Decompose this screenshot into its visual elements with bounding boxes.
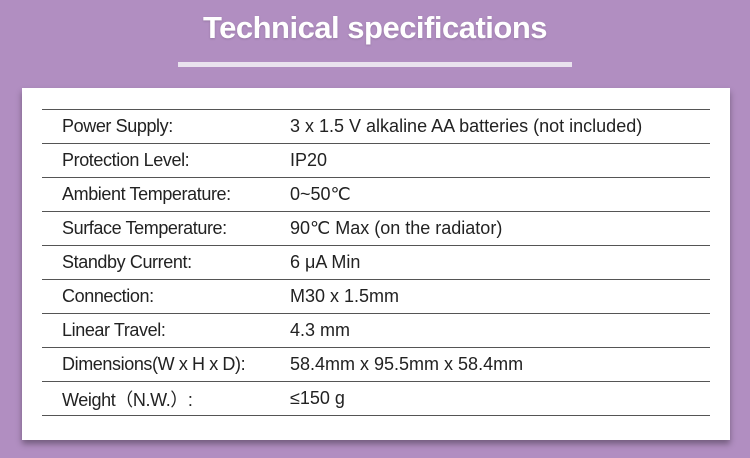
title-underline <box>178 62 572 67</box>
spec-value: 58.4mm x 95.5mm x 58.4mm <box>290 354 524 374</box>
spec-row: Dimensions(W x H x D): 58.4mm x 95.5mm x … <box>42 348 710 382</box>
spec-value: M30 x 1.5mm <box>290 286 400 306</box>
spec-value: 90℃ Max (on the radiator) <box>290 218 503 238</box>
spec-value: 3 x 1.5 V alkaline AA batteries (not inc… <box>290 116 643 136</box>
spec-label: Weight（N.W.）: <box>62 389 193 410</box>
spec-row: Standby Current: 6 μA Min <box>42 246 710 280</box>
spec-row: Ambient Temperature: 0~50℃ <box>42 178 710 212</box>
spec-label: Power Supply: <box>62 116 173 136</box>
spec-label: Dimensions(W x H x D): <box>62 354 246 374</box>
spec-value: IP20 <box>290 150 328 170</box>
spec-label: Connection: <box>62 286 154 306</box>
spec-value: 4.3 mm <box>290 320 351 340</box>
spec-row: Linear Travel: 4.3 mm <box>42 314 710 348</box>
spec-label: Standby Current: <box>62 252 192 272</box>
spec-row: Surface Temperature: 90℃ Max (on the radi… <box>42 212 710 246</box>
spec-row: Weight（N.W.）: ≤150 g <box>42 382 710 416</box>
spec-row: Connection: M30 x 1.5mm <box>42 280 710 314</box>
title: Technical specifications <box>202 10 548 45</box>
spec-table: Power Supply: 3 x 1.5 V alkaline AA batte… <box>42 109 710 416</box>
spec-card: Power Supply: 3 x 1.5 V alkaline AA batte… <box>22 88 730 440</box>
spec-value: ≤150 g <box>290 388 345 408</box>
spec-label: Ambient Temperature: <box>62 184 231 204</box>
spec-label: Surface Temperature: <box>62 218 227 238</box>
spec-value: 0~50℃ <box>290 184 351 204</box>
spec-row: Protection Level: IP20 <box>42 144 710 178</box>
spec-label: Protection Level: <box>62 150 190 170</box>
spec-row: Power Supply: 3 x 1.5 V alkaline AA batte… <box>42 110 710 144</box>
spec-label: Linear Travel: <box>62 320 166 340</box>
spec-value: 6 μA Min <box>290 252 361 272</box>
